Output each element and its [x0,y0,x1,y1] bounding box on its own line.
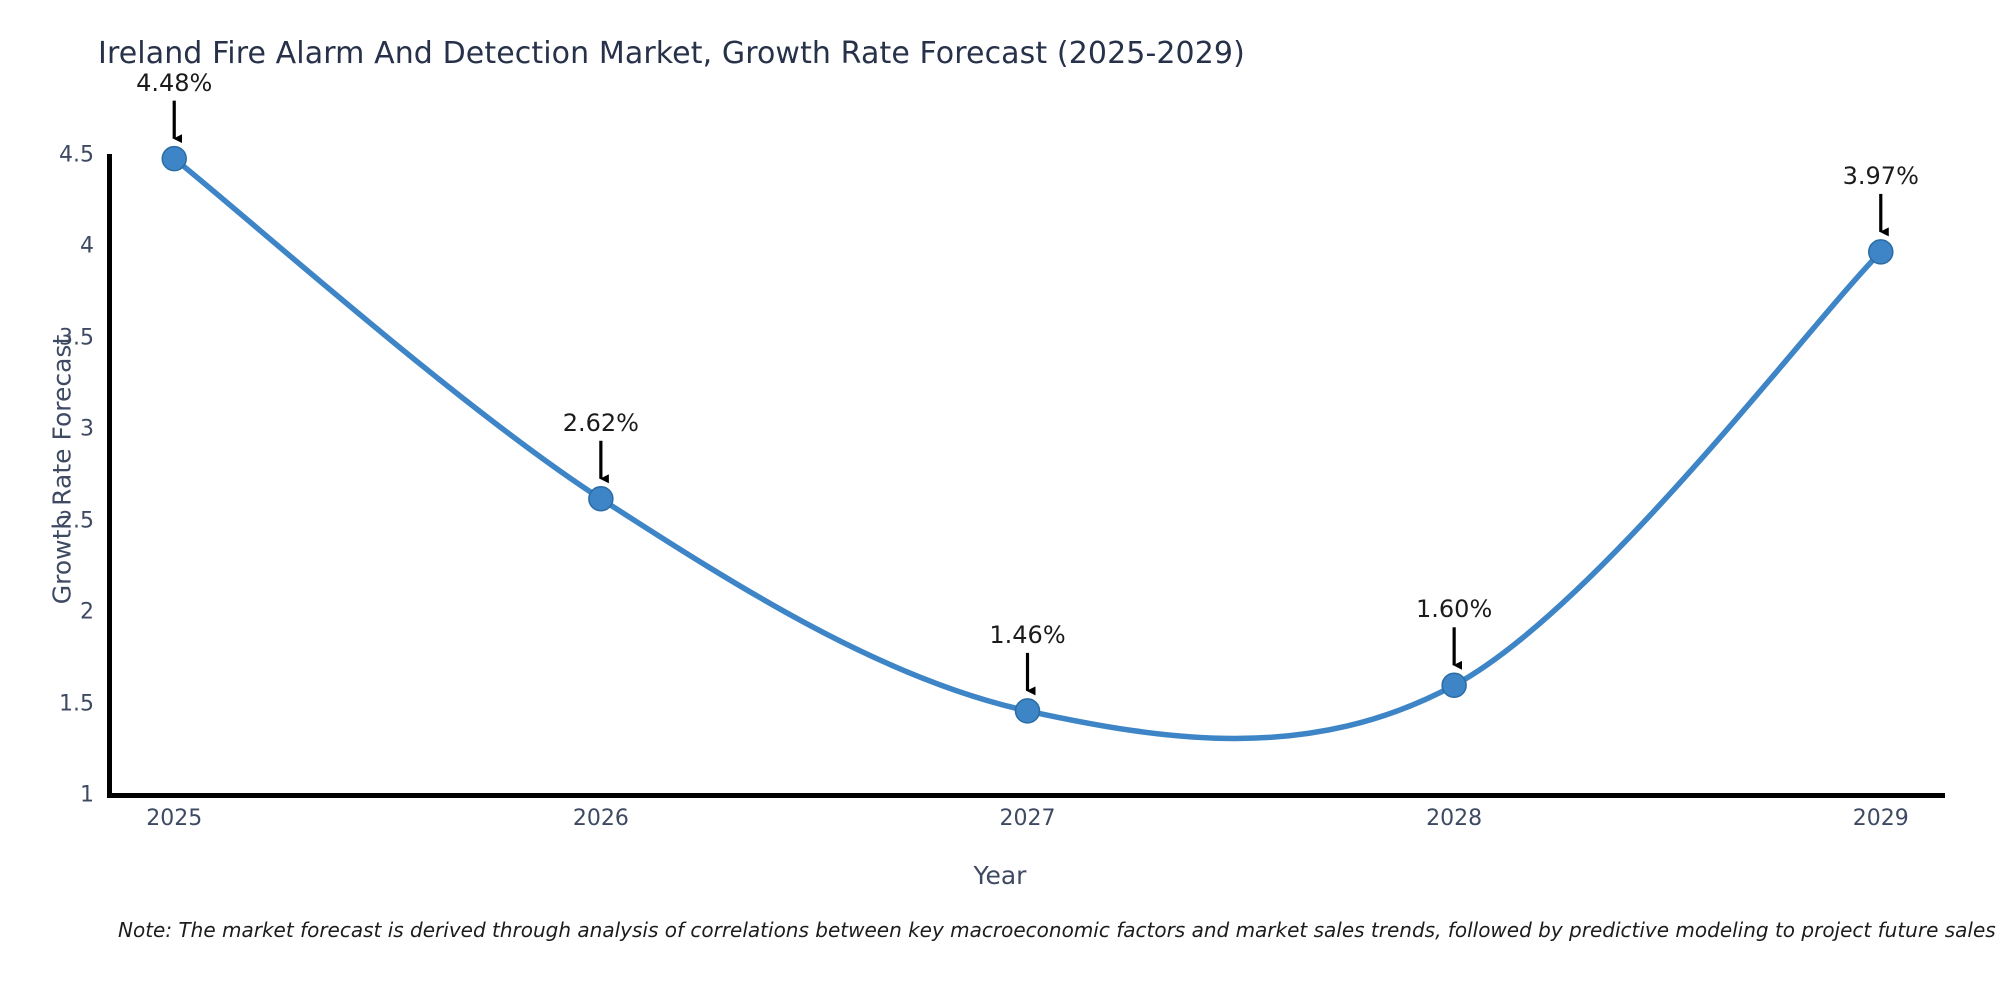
x-axis-tick-label: 2028 [1426,806,1483,831]
x-axis-tick-label: 2026 [572,806,629,831]
data-point-marker[interactable] [1868,239,1894,265]
growth-rate-line [171,155,1884,742]
data-point-value-label: 1.46% [989,620,1066,649]
x-axis-tick-label: 2027 [999,806,1056,831]
y-axis-tick-label: 3 [80,416,94,442]
x-axis-tick-label: 2029 [1852,806,1909,831]
data-point-value-label: 3.97% [1842,161,1919,190]
y-axis-tick-label: 1 [80,782,94,808]
data-point-marker[interactable] [161,145,187,172]
data-series-line [171,155,1884,742]
data-point-value-label: 2.62% [562,408,639,437]
y-axis-tick-label: 4.5 [59,142,94,168]
data-point-value-label: 4.48% [136,68,213,97]
x-axis-spine [107,793,1945,798]
x-axis-tick-label: 2025 [146,806,203,831]
data-point-marker[interactable] [1441,672,1467,699]
data-point-value-label: 1.60% [1416,595,1493,624]
footer-note: Note: The market forecast is derived thr… [118,918,1996,942]
data-point-markers [161,145,1894,724]
x-axis-title: Year [973,861,1027,890]
chart-title: Ireland Fire Alarm And Detection Market,… [98,36,1245,71]
y-axis-tick-label: 1.5 [59,691,94,717]
data-point-marker[interactable] [588,486,614,512]
y-axis-spine [107,154,112,797]
y-axis-tick-label: 3.5 [59,325,94,351]
y-axis-tick-label: 2 [80,599,94,625]
data-point-marker[interactable] [1014,698,1041,724]
y-axis-tick-label: 4 [80,233,94,259]
annotation-arrows [172,100,1889,696]
y-axis-tick-label: 2.5 [59,508,94,534]
